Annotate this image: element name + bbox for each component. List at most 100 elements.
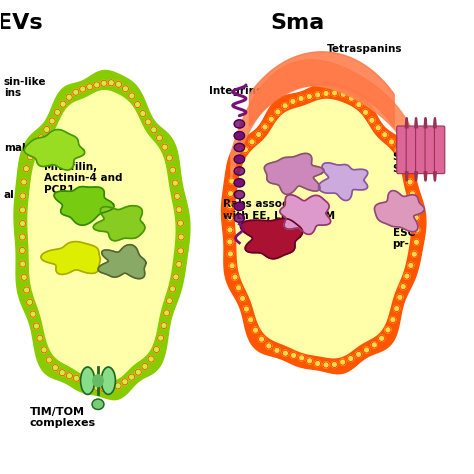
Polygon shape bbox=[41, 242, 100, 274]
Circle shape bbox=[174, 193, 180, 200]
Circle shape bbox=[172, 180, 178, 186]
Ellipse shape bbox=[234, 191, 245, 199]
Circle shape bbox=[385, 327, 391, 333]
Circle shape bbox=[411, 202, 418, 209]
Circle shape bbox=[162, 144, 168, 150]
Text: TIM/TOM
complexes: TIM/TOM complexes bbox=[30, 407, 96, 428]
Circle shape bbox=[227, 227, 233, 233]
Circle shape bbox=[115, 383, 121, 389]
Circle shape bbox=[30, 311, 36, 317]
Circle shape bbox=[375, 125, 381, 131]
Circle shape bbox=[129, 93, 135, 99]
Circle shape bbox=[66, 373, 73, 379]
Circle shape bbox=[21, 179, 27, 185]
Circle shape bbox=[356, 101, 362, 108]
Text: Mitofilin,
Actinin-4 and
PCR1: Mitofilin, Actinin-4 and PCR1 bbox=[44, 162, 122, 195]
Circle shape bbox=[262, 124, 268, 130]
Polygon shape bbox=[221, 82, 426, 374]
Circle shape bbox=[173, 274, 179, 280]
Polygon shape bbox=[236, 100, 411, 358]
Circle shape bbox=[413, 215, 419, 221]
Circle shape bbox=[73, 89, 79, 95]
Circle shape bbox=[364, 347, 370, 353]
Circle shape bbox=[400, 157, 406, 163]
Circle shape bbox=[275, 109, 281, 115]
Text: sin-like
ins: sin-like ins bbox=[4, 77, 46, 99]
Circle shape bbox=[66, 94, 72, 100]
Circle shape bbox=[116, 81, 122, 87]
Circle shape bbox=[331, 361, 337, 367]
Ellipse shape bbox=[234, 132, 245, 140]
Circle shape bbox=[268, 116, 274, 122]
Polygon shape bbox=[54, 187, 114, 225]
Circle shape bbox=[140, 110, 146, 117]
Circle shape bbox=[176, 261, 182, 267]
Circle shape bbox=[158, 335, 164, 341]
Polygon shape bbox=[264, 154, 324, 194]
Circle shape bbox=[44, 127, 50, 133]
Circle shape bbox=[170, 286, 176, 292]
Text: al: al bbox=[4, 190, 15, 200]
Circle shape bbox=[244, 306, 249, 312]
Circle shape bbox=[128, 374, 135, 380]
Circle shape bbox=[306, 93, 312, 100]
Circle shape bbox=[291, 352, 297, 358]
Circle shape bbox=[94, 384, 100, 391]
Circle shape bbox=[23, 165, 29, 172]
Ellipse shape bbox=[101, 367, 116, 394]
Circle shape bbox=[27, 154, 33, 160]
Circle shape bbox=[122, 379, 128, 385]
Polygon shape bbox=[280, 195, 330, 234]
Polygon shape bbox=[374, 191, 424, 232]
Ellipse shape bbox=[93, 375, 103, 387]
Circle shape bbox=[32, 144, 38, 150]
Circle shape bbox=[255, 131, 262, 137]
Circle shape bbox=[340, 359, 346, 365]
Circle shape bbox=[46, 357, 52, 363]
Polygon shape bbox=[249, 52, 394, 128]
Circle shape bbox=[232, 274, 238, 280]
Ellipse shape bbox=[234, 155, 245, 164]
Polygon shape bbox=[93, 206, 145, 241]
Circle shape bbox=[60, 101, 66, 107]
Circle shape bbox=[400, 283, 406, 290]
Circle shape bbox=[142, 364, 148, 369]
Circle shape bbox=[161, 322, 167, 328]
Circle shape bbox=[108, 385, 114, 392]
Circle shape bbox=[395, 147, 401, 153]
Text: Integrins: Integrins bbox=[209, 86, 262, 96]
Circle shape bbox=[379, 335, 385, 341]
Circle shape bbox=[178, 248, 184, 254]
Circle shape bbox=[37, 335, 43, 341]
Circle shape bbox=[21, 274, 27, 280]
Circle shape bbox=[156, 135, 163, 141]
Circle shape bbox=[315, 360, 321, 366]
Circle shape bbox=[19, 247, 25, 254]
Circle shape bbox=[390, 317, 396, 323]
Circle shape bbox=[166, 298, 173, 304]
Polygon shape bbox=[28, 91, 175, 380]
Circle shape bbox=[41, 347, 47, 353]
Circle shape bbox=[24, 287, 30, 293]
Circle shape bbox=[20, 261, 26, 267]
Circle shape bbox=[414, 227, 420, 233]
FancyBboxPatch shape bbox=[397, 126, 407, 173]
Circle shape bbox=[38, 135, 44, 141]
Ellipse shape bbox=[234, 202, 245, 210]
Circle shape bbox=[239, 295, 246, 301]
Circle shape bbox=[164, 310, 170, 316]
Circle shape bbox=[229, 263, 235, 269]
Circle shape bbox=[87, 381, 93, 387]
Ellipse shape bbox=[81, 367, 95, 394]
Circle shape bbox=[19, 207, 26, 213]
Circle shape bbox=[249, 139, 255, 145]
Circle shape bbox=[33, 323, 39, 329]
Circle shape bbox=[347, 356, 354, 362]
Circle shape bbox=[135, 101, 141, 108]
FancyBboxPatch shape bbox=[425, 126, 436, 173]
Circle shape bbox=[323, 91, 329, 97]
Polygon shape bbox=[240, 219, 302, 259]
Ellipse shape bbox=[92, 399, 104, 410]
Circle shape bbox=[371, 342, 377, 348]
Circle shape bbox=[19, 220, 26, 227]
